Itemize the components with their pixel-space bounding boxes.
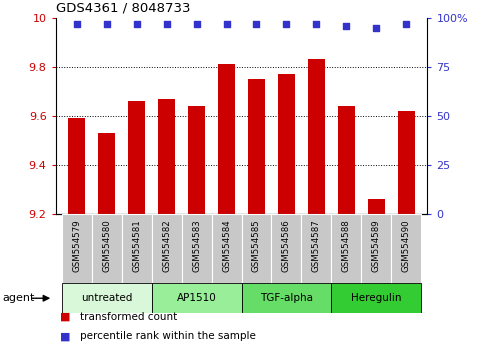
Point <box>103 21 111 27</box>
Point <box>403 21 411 27</box>
Bar <box>242 214 271 283</box>
Bar <box>152 214 182 283</box>
Bar <box>331 283 422 313</box>
Text: GSM554589: GSM554589 <box>372 220 381 272</box>
Text: GSM554588: GSM554588 <box>342 220 351 273</box>
Bar <box>188 106 205 214</box>
Bar <box>308 59 325 214</box>
Bar <box>391 214 422 283</box>
Point <box>283 21 290 27</box>
Bar <box>271 214 301 283</box>
Point <box>72 21 80 27</box>
Text: Heregulin: Heregulin <box>351 293 402 303</box>
Bar <box>368 199 385 214</box>
Bar <box>68 118 85 214</box>
Text: GSM554590: GSM554590 <box>402 220 411 272</box>
Bar <box>218 64 235 214</box>
Text: GSM554586: GSM554586 <box>282 220 291 273</box>
Text: GSM554579: GSM554579 <box>72 220 81 272</box>
Text: GSM554583: GSM554583 <box>192 220 201 273</box>
Bar <box>152 283 242 313</box>
Point <box>193 21 200 27</box>
Bar <box>212 214 242 283</box>
Text: AP1510: AP1510 <box>177 293 216 303</box>
Bar <box>361 214 391 283</box>
Point <box>372 25 380 30</box>
Text: transformed count: transformed count <box>80 312 177 322</box>
Text: untreated: untreated <box>81 293 132 303</box>
Text: GSM554585: GSM554585 <box>252 220 261 273</box>
Point <box>253 21 260 27</box>
Point <box>223 21 230 27</box>
Bar <box>61 283 152 313</box>
Text: TGF-alpha: TGF-alpha <box>260 293 313 303</box>
Text: ■: ■ <box>60 312 71 322</box>
Bar <box>98 133 115 214</box>
Text: GSM554582: GSM554582 <box>162 220 171 273</box>
Text: GSM554581: GSM554581 <box>132 220 141 273</box>
Bar <box>338 106 355 214</box>
Point <box>342 23 350 28</box>
Bar <box>331 214 361 283</box>
Point <box>313 21 320 27</box>
Bar <box>61 214 92 283</box>
Bar <box>92 214 122 283</box>
Bar <box>128 101 145 214</box>
Bar <box>122 214 152 283</box>
Bar <box>398 111 415 214</box>
Bar <box>242 283 331 313</box>
Text: percentile rank within the sample: percentile rank within the sample <box>80 331 256 341</box>
Point <box>133 21 141 27</box>
Bar <box>278 74 295 214</box>
Text: GDS4361 / 8048733: GDS4361 / 8048733 <box>56 1 190 14</box>
Text: GSM554584: GSM554584 <box>222 220 231 273</box>
Bar <box>248 79 265 214</box>
Bar <box>182 214 212 283</box>
Text: GSM554580: GSM554580 <box>102 220 111 273</box>
Text: ■: ■ <box>60 331 71 341</box>
Bar <box>301 214 331 283</box>
Text: agent: agent <box>2 293 35 303</box>
Bar <box>158 99 175 214</box>
Text: GSM554587: GSM554587 <box>312 220 321 273</box>
Point <box>163 21 170 27</box>
